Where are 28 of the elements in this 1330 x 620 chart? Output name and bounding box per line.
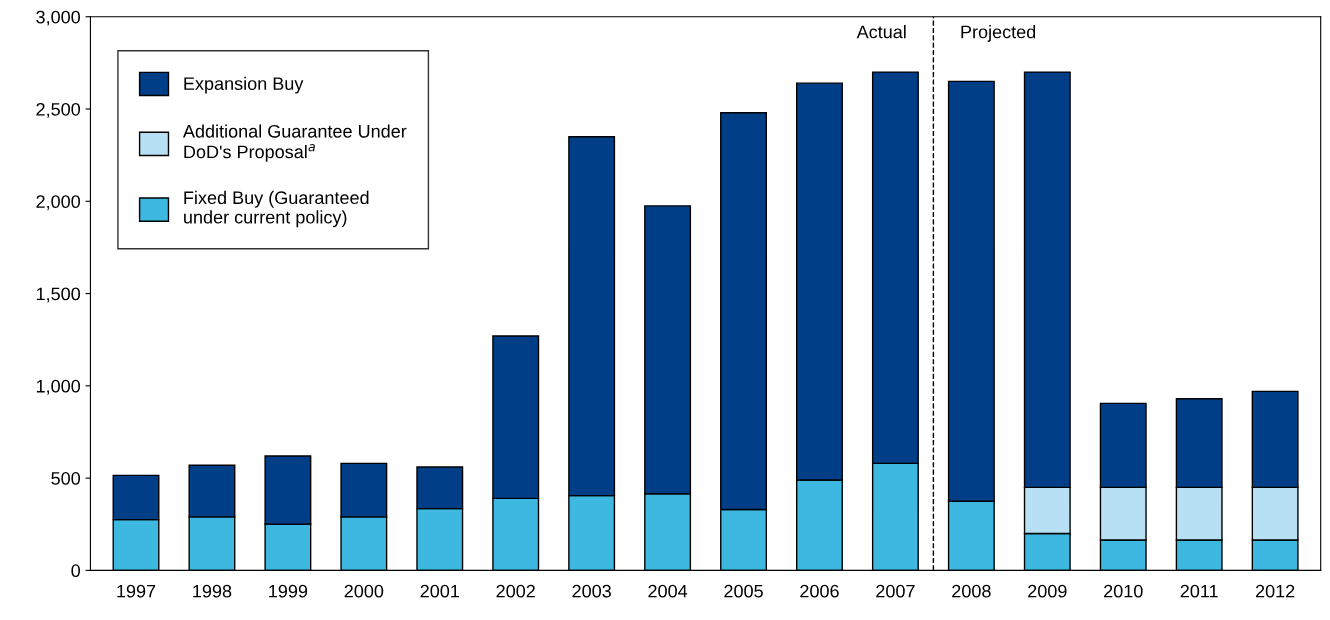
x-tick-label: 2011 <box>1180 584 1218 598</box>
x-tick-label: 2009 <box>1028 584 1067 598</box>
x-tick-label: 2012 <box>1255 584 1295 598</box>
y-tick-label: 0 <box>71 564 81 578</box>
legend-label: Additional Guarantee Under DoD's Proposal$^{a}$ <box>182 124 407 162</box>
x-tick-label: 1998 <box>193 584 232 598</box>
x-tick-label: 2001 <box>420 584 459 598</box>
y-tick-label: 2,000 <box>36 195 81 211</box>
annotation: Projected <box>961 25 1036 42</box>
x-tick-label: 2006 <box>800 584 839 598</box>
x-tick-label: 2000 <box>344 584 384 598</box>
annotation: Actual <box>856 25 906 39</box>
x-tick-label: 2010 <box>1104 584 1143 598</box>
legend-label: Expansion Buy <box>184 76 304 94</box>
legend-label: Fixed Buy (Guaranteed under current policy) <box>184 190 369 228</box>
x-tick-label: 2004 <box>648 584 688 598</box>
x-tick-label: 1999 <box>269 584 308 598</box>
x-tick-label: 2007 <box>876 584 915 598</box>
x-tick-label: 2003 <box>572 584 611 598</box>
x-tick-label: 2002 <box>496 584 535 598</box>
y-tick-label: 3,000 <box>36 10 81 26</box>
y-tick-label: 2,500 <box>36 102 81 118</box>
x-tick-label: 1997 <box>117 584 156 598</box>
y-tick-label: 500 <box>51 472 81 485</box>
x-tick-label: 2008 <box>952 584 991 598</box>
y-tick-label: 1,000 <box>36 379 81 395</box>
x-tick-label: 2005 <box>724 584 763 598</box>
y-tick-label: 1,500 <box>36 287 81 303</box>
